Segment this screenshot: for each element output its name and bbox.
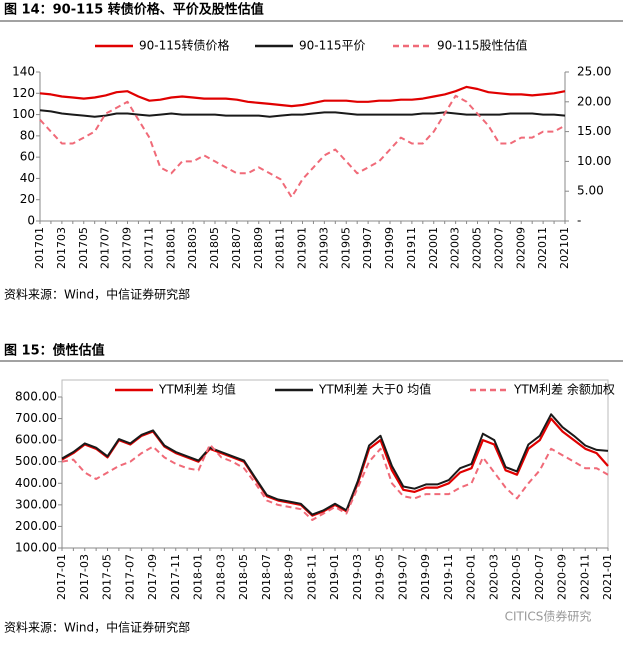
x-tick-label: 2018-07 <box>260 554 273 600</box>
y2-tick-label: 10.00 <box>577 154 611 168</box>
x-tick-label: 2020-11 <box>578 554 591 600</box>
x-tick-label: 201801 <box>164 227 177 269</box>
y-tick-label: 140 <box>12 65 35 79</box>
y-tick-label: 40 <box>20 171 35 185</box>
y-tick-label: 20 <box>20 192 35 206</box>
x-tick-label: 201701 <box>33 227 46 269</box>
legend-label: 90-115平价 <box>299 39 366 53</box>
x-tick-label: 2018-09 <box>283 554 296 600</box>
x-tick-label: 201903 <box>317 227 330 269</box>
x-tick-label: 2017-03 <box>78 554 91 600</box>
series-line <box>39 94 566 199</box>
figure-title: 图 15：债性估值 <box>4 343 105 359</box>
x-tick-label: 201711 <box>142 227 155 269</box>
x-tick-label: 2018-01 <box>192 554 205 600</box>
legend-label: 90-115股性估值 <box>437 38 528 53</box>
legend-label: 90-115转债价格 <box>139 38 230 53</box>
x-tick-label: 201805 <box>208 227 221 269</box>
x-tick-label: 201811 <box>274 227 287 269</box>
source-note: 资料来源：Wind，中信证券研究部 <box>4 287 190 302</box>
x-tick-label: 2019-05 <box>374 554 387 600</box>
x-tick-label: 202101 <box>558 227 571 269</box>
x-tick-label: 201911 <box>405 227 418 269</box>
series-line <box>39 85 566 108</box>
y-tick-label: 300.00 <box>15 497 57 511</box>
x-tick-label: 201809 <box>252 227 265 269</box>
y-tick-label: 80 <box>20 128 35 142</box>
x-tick-label: 2019-07 <box>396 554 409 600</box>
x-tick-label: 202001 <box>427 227 440 269</box>
x-tick-label: 201709 <box>121 227 134 269</box>
legend-label: YTM利差 余额加权 <box>513 382 615 397</box>
x-tick-label: 201905 <box>339 227 352 269</box>
y-tick-label: 700.00 <box>15 411 57 425</box>
y-tick-label: 200.00 <box>15 519 57 533</box>
x-tick-label: 201807 <box>230 227 243 269</box>
x-tick-label: 2017-01 <box>55 554 68 600</box>
series-line <box>61 413 609 516</box>
x-tick-label: 2019-03 <box>351 554 364 600</box>
y-tick-label: 100.00 <box>15 541 57 555</box>
x-tick-label: 2018-05 <box>237 554 250 600</box>
source-note: 资料来源：Wind，中信证券研究部 <box>4 620 190 635</box>
x-tick-label: 2017-05 <box>101 554 114 600</box>
y2-tick-label: 5.00 <box>577 184 604 198</box>
x-tick-label: 201803 <box>186 227 199 269</box>
x-tick-label: 201901 <box>296 227 309 269</box>
x-tick-label: 202009 <box>514 227 527 269</box>
x-tick-label: 202003 <box>449 227 462 269</box>
x-tick-label: 2018-03 <box>214 554 227 600</box>
x-tick-label: 2017-11 <box>169 554 182 600</box>
x-tick-label: 201909 <box>383 227 396 269</box>
x-tick-label: 2020-03 <box>487 554 500 600</box>
x-tick-label: 2020-07 <box>533 554 546 600</box>
x-tick-label: 2021-01 <box>601 554 614 600</box>
x-tick-label: 201707 <box>99 227 112 269</box>
x-tick-label: 202005 <box>471 227 484 269</box>
x-tick-label: 2017-07 <box>123 554 136 600</box>
x-tick-label: 201703 <box>55 227 68 269</box>
figure-title: 图 14：90-115 转债价格、平价及股性估值 <box>4 2 264 18</box>
x-tick-label: 201705 <box>77 227 90 269</box>
y2-tick-label: 15.00 <box>577 124 611 138</box>
x-tick-label: 201907 <box>361 227 374 269</box>
series-line <box>39 109 566 118</box>
series-line <box>61 443 609 521</box>
x-tick-label: 2019-11 <box>442 554 455 600</box>
watermark: CITICS债券研究 <box>505 609 592 624</box>
x-tick-label: 2020-05 <box>510 554 523 600</box>
y-tick-label: 0 <box>27 214 35 228</box>
x-tick-label: 202011 <box>536 227 549 269</box>
legend-label: YTM利差 大于0 均值 <box>318 382 431 397</box>
y2-tick-label: - <box>577 214 581 228</box>
y-tick-label: 400.00 <box>15 476 57 490</box>
y-tick-label: 100 <box>12 107 35 121</box>
x-tick-label: 2018-11 <box>305 554 318 600</box>
y-tick-label: 600.00 <box>15 433 57 447</box>
y2-tick-label: 25.00 <box>577 65 611 79</box>
y-tick-label: 60 <box>20 150 35 164</box>
y-tick-label: 120 <box>12 86 35 100</box>
x-tick-label: 2019-09 <box>419 554 432 600</box>
x-tick-label: 2020-09 <box>556 554 569 600</box>
x-tick-label: 2019-01 <box>328 554 341 600</box>
x-tick-label: 202007 <box>492 227 505 269</box>
y-tick-label: 500.00 <box>15 454 57 468</box>
legend-label: YTM利差 均值 <box>158 382 236 397</box>
x-tick-label: 2020-01 <box>465 554 478 600</box>
y2-tick-label: 20.00 <box>577 94 611 108</box>
x-tick-label: 2017-09 <box>146 554 159 600</box>
plot-frame <box>61 379 609 549</box>
y-tick-label: 800.00 <box>15 390 57 404</box>
